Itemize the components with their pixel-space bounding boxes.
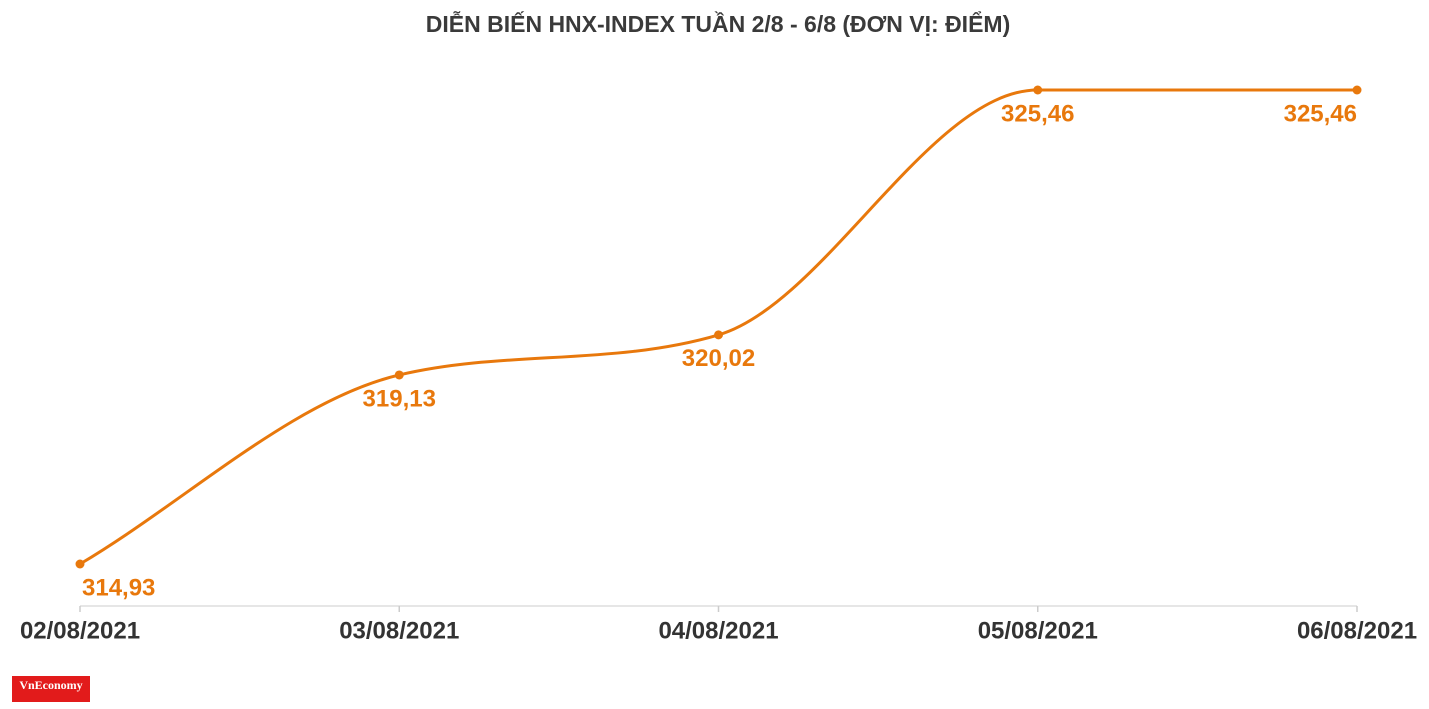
point [714, 330, 723, 340]
x-tick-label: 05/08/2021 [978, 617, 1098, 644]
data-label: 325,46 [1001, 100, 1074, 127]
point [75, 559, 85, 569]
data-label: 319,13 [363, 385, 436, 412]
x-tick-label: 06/08/2021 [1297, 617, 1417, 644]
point [1033, 85, 1043, 95]
logo-box [12, 676, 90, 702]
x-tick-label: 04/08/2021 [658, 617, 778, 644]
line [79, 88, 1357, 566]
data-label: 314,93 [82, 574, 155, 601]
chart-title: DIỄN BIẾN HNX-INDEX TUẦN 2/8 - 6/8 (ĐƠN … [426, 9, 1010, 37]
x-tick-label: 02/08/2021 [20, 617, 140, 644]
data-label: 320,02 [682, 345, 755, 372]
logo: VnEconomy [19, 678, 82, 692]
x-tick-label: 03/08/2021 [339, 617, 459, 644]
point [1352, 85, 1362, 95]
data-label: 325,46 [1284, 100, 1357, 127]
point [394, 370, 404, 380]
